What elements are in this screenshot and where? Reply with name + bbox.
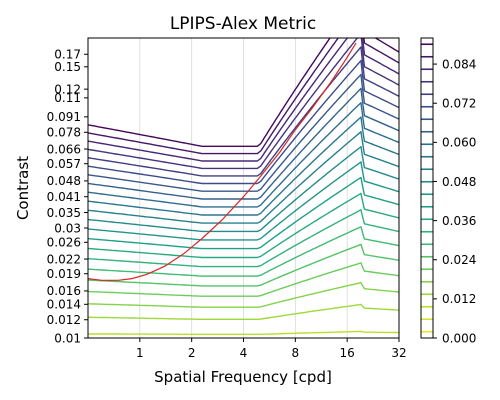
y-tick-label-12: 0.066 xyxy=(47,142,81,156)
y-tick-label-0: 0.01 xyxy=(54,331,81,345)
colorbar-frame xyxy=(420,37,434,339)
contour-level-15 xyxy=(88,116,399,216)
threshold-curve xyxy=(88,42,357,281)
y-axis-ticks: 0.010.0120.0140.0160.0190.0220.0260.030.… xyxy=(47,48,88,345)
contour-level-12 xyxy=(88,161,399,241)
y-tick-label-1: 0.012 xyxy=(47,313,81,327)
colorbar-tick-label-4: 0.048 xyxy=(442,175,476,189)
contour-level-21 xyxy=(88,38,399,170)
contour-level-4 xyxy=(88,303,399,320)
x-tick-label-4: 16 xyxy=(340,346,355,360)
x-tick-label-0: 1 xyxy=(136,346,144,360)
colorbar-tick-label-0: 0.000 xyxy=(442,331,476,345)
colorbar-ticks: 0.000 0.012 0.024 0.036 0.048 0.060 0.072 0.084 xyxy=(433,57,476,345)
y-tick-label-9: 0.041 xyxy=(47,190,81,204)
y-tick-label-7: 0.03 xyxy=(54,221,81,235)
contour-level-13 xyxy=(88,146,399,233)
chart-title: LPIPS-Alex Metric xyxy=(170,14,316,34)
contour-level-14 xyxy=(88,131,399,224)
y-tick-label-4: 0.019 xyxy=(47,267,81,281)
colorbar-tick-label-1: 0.012 xyxy=(442,292,476,306)
contour-lines xyxy=(88,38,399,335)
y-tick-label-11: 0.057 xyxy=(47,157,81,171)
x-tick-label-5: 32 xyxy=(391,346,406,360)
contour-level-5 xyxy=(88,282,399,308)
y-tick-label-18: 0.17 xyxy=(54,48,81,62)
x-tick-label-1: 2 xyxy=(188,346,196,360)
contour-level-6 xyxy=(88,262,399,297)
contour-level-3 xyxy=(88,330,399,335)
colorbar xyxy=(420,37,434,339)
contour-level-23 xyxy=(88,38,399,155)
contour-level-11 xyxy=(88,176,399,250)
contour-level-24 xyxy=(88,38,399,147)
colorbar-tick-label-7: 0.084 xyxy=(442,57,476,71)
contour-level-10 xyxy=(88,192,399,259)
y-tick-label-16: 0.12 xyxy=(54,82,81,96)
colorbar-tick-label-3: 0.036 xyxy=(442,214,476,228)
contour-level-8 xyxy=(88,226,399,277)
x-axis-label: Spatial Frequency [cpd] xyxy=(154,368,332,386)
contour-level-18 xyxy=(88,73,399,192)
x-axis-ticks: 1 2 4 8 16 32 xyxy=(136,338,407,360)
x-tick-label-2: 4 xyxy=(240,346,248,360)
colorbar-tick-label-5: 0.060 xyxy=(442,136,476,150)
y-tick-label-5: 0.022 xyxy=(47,252,81,266)
y-tick-label-14: 0.091 xyxy=(47,110,81,124)
y-tick-label-15: 0.11 xyxy=(54,91,81,105)
y-tick-label-8: 0.035 xyxy=(47,206,81,220)
contour-level-16 xyxy=(88,102,399,208)
y-tick-label-3: 0.016 xyxy=(47,284,81,298)
colorbar-tick-label-2: 0.024 xyxy=(442,253,476,267)
contour-level-20 xyxy=(88,46,399,177)
y-tick-label-6: 0.026 xyxy=(47,236,81,250)
contour-level-22 xyxy=(88,38,399,162)
y-tick-label-17: 0.15 xyxy=(54,60,81,74)
contour-level-19 xyxy=(88,59,399,185)
colorbar-tick-label-6: 0.072 xyxy=(442,97,476,111)
y-tick-label-13: 0.078 xyxy=(47,126,81,140)
y-tick-label-10: 0.048 xyxy=(47,174,81,188)
contour-level-7 xyxy=(88,243,399,287)
contour-level-17 xyxy=(88,87,399,200)
x-tick-label-3: 8 xyxy=(292,346,300,360)
y-axis-label: Contrast xyxy=(14,156,32,220)
y-tick-label-2: 0.014 xyxy=(47,298,81,312)
